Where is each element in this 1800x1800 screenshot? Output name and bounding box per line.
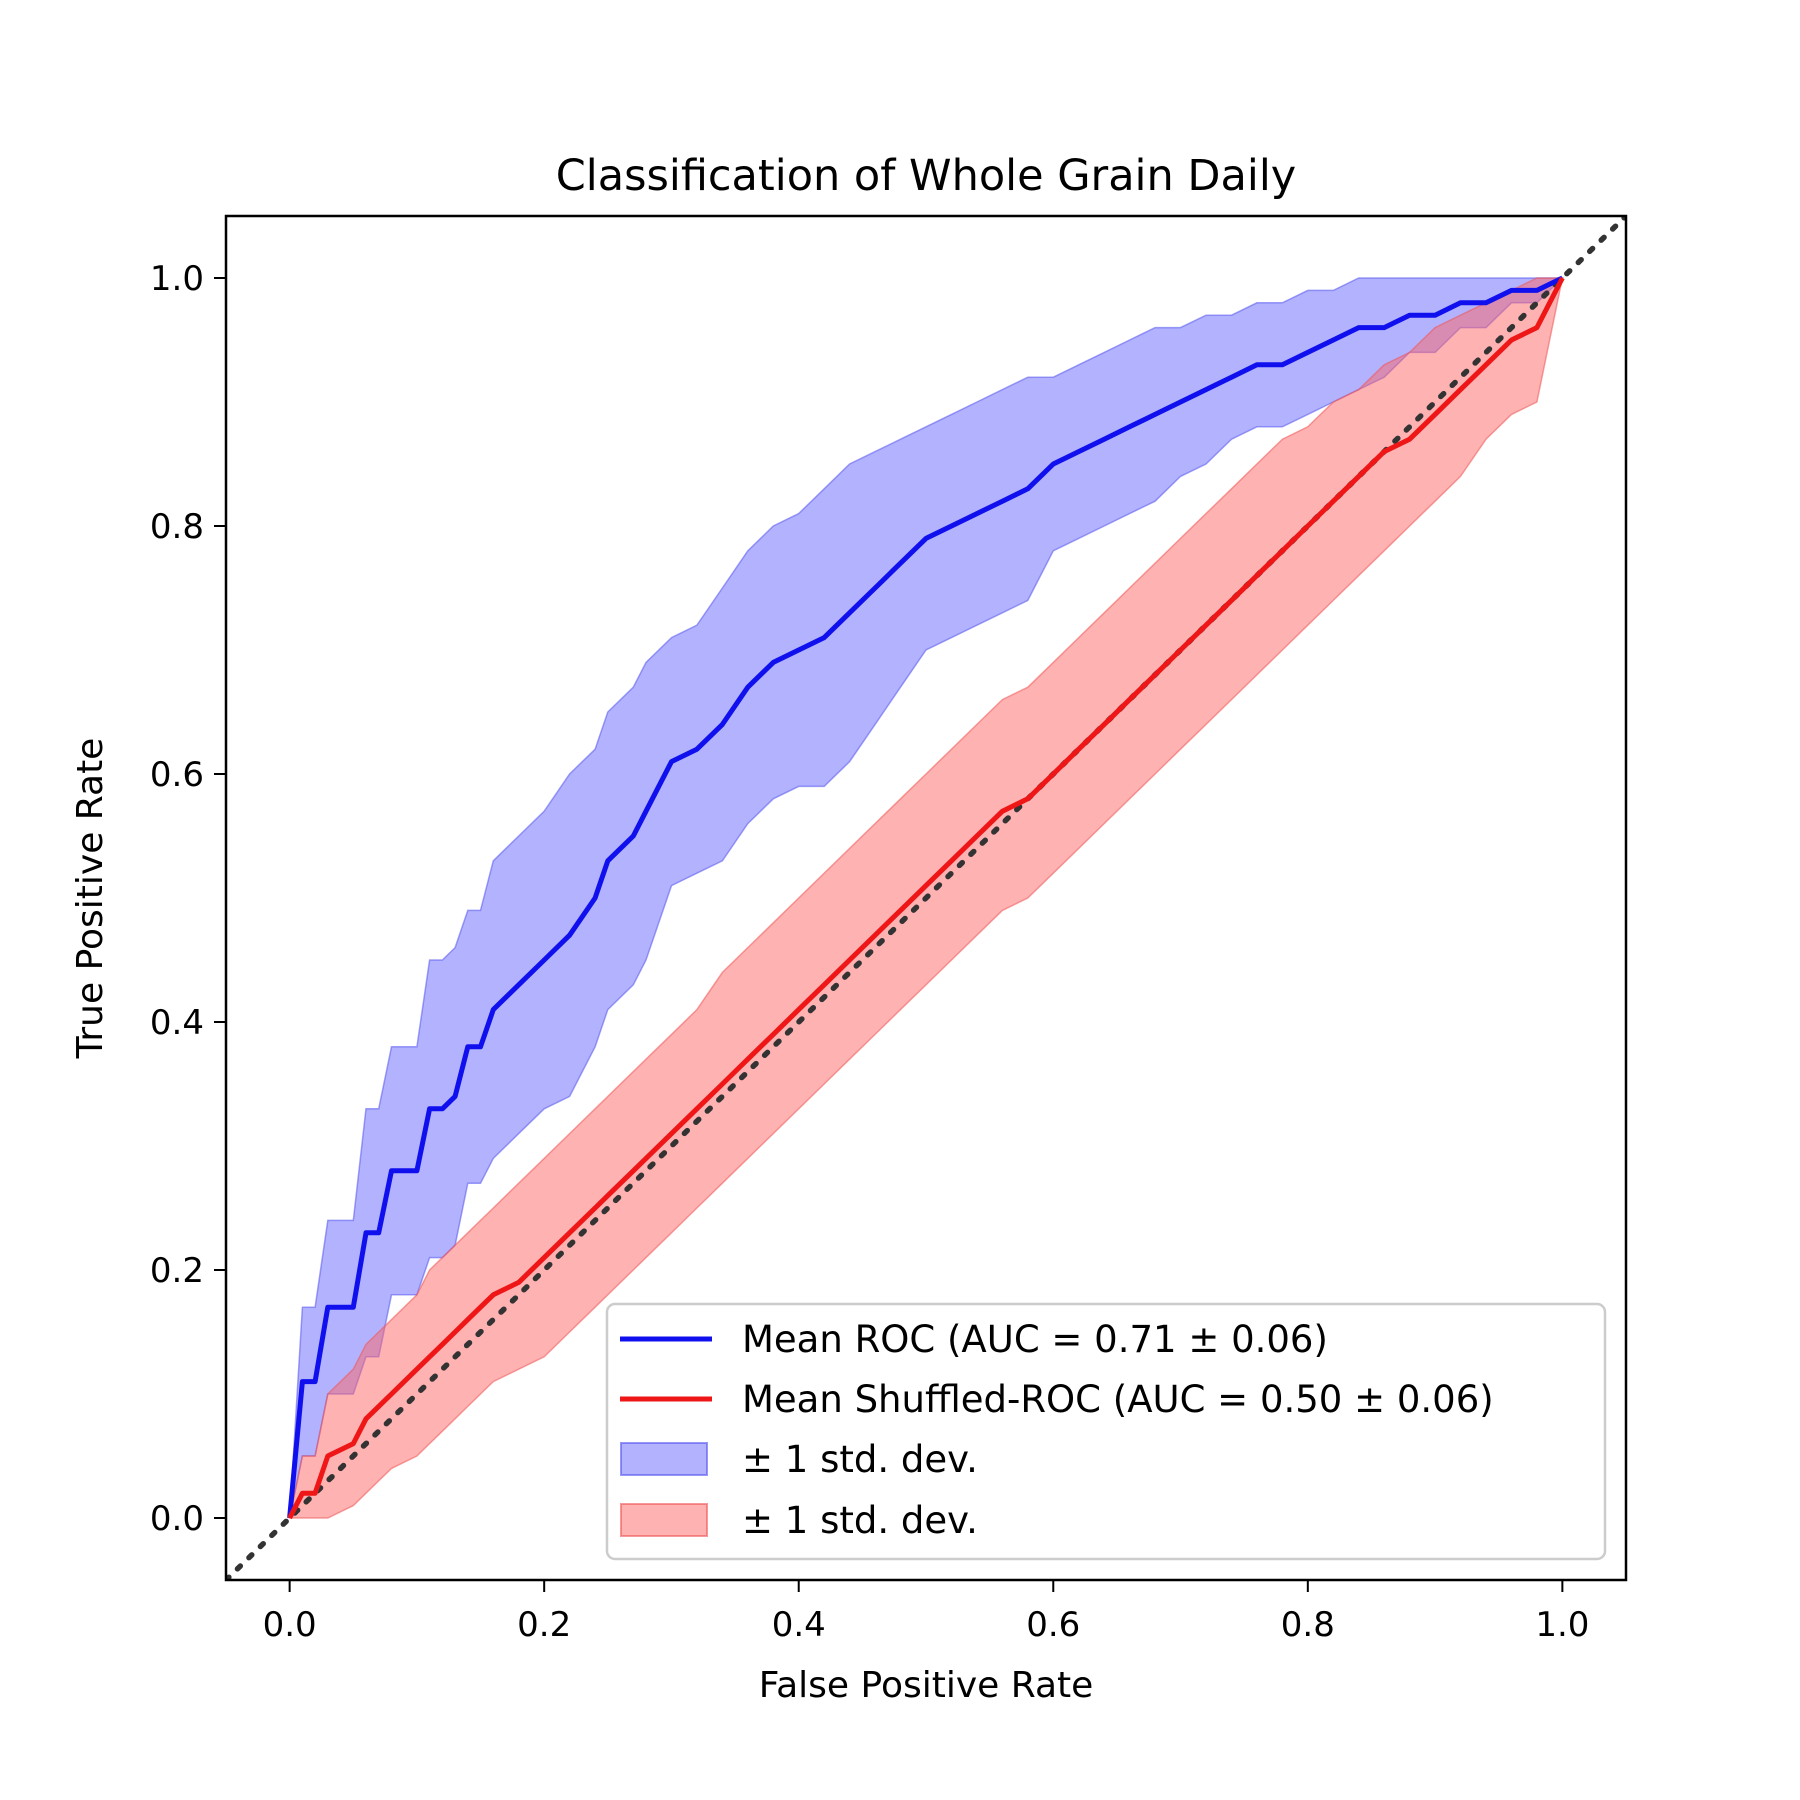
x-tick-label: 0.2 bbox=[517, 1605, 571, 1645]
y-tick-label: 0.8 bbox=[150, 507, 204, 547]
legend-label-blue-band: ± 1 std. dev. bbox=[742, 1438, 978, 1481]
chance-diagonal-line bbox=[226, 216, 1626, 1580]
legend: Mean ROC (AUC = 0.71 ± 0.06) Mean Shuffl… bbox=[605, 1302, 1607, 1561]
x-tick-label: 0.4 bbox=[772, 1605, 826, 1645]
legend-swatch-blue-band bbox=[620, 1442, 708, 1476]
y-tick-label: 0.4 bbox=[150, 1003, 204, 1043]
legend-label-shuffled-roc: Mean Shuffled-ROC (AUC = 0.50 ± 0.06) bbox=[742, 1378, 1494, 1421]
y-axis-label: True Positive Rate bbox=[70, 738, 111, 1060]
series-line-shuffled-roc bbox=[287, 276, 1565, 1520]
x-tick-label: 0.6 bbox=[1026, 1605, 1080, 1645]
y-tick-label: 0.6 bbox=[150, 755, 204, 795]
plot-frame bbox=[224, 214, 1628, 1582]
y-tick-label: 1.0 bbox=[150, 259, 204, 299]
legend-label-mean-roc: Mean ROC (AUC = 0.71 ± 0.06) bbox=[742, 1318, 1328, 1361]
x-tick-label: 1.0 bbox=[1535, 1605, 1589, 1645]
legend-box bbox=[605, 1302, 1607, 1561]
y-axis-ticks: 0.0 0.2 0.4 0.6 0.8 1.0 bbox=[150, 259, 226, 1539]
x-axis-ticks: 0.0 0.2 0.4 0.6 0.8 1.0 bbox=[263, 1580, 1589, 1645]
chance-line-group bbox=[226, 216, 1626, 1580]
legend-swatch-red-band bbox=[620, 1503, 708, 1537]
x-tick-label: 0.8 bbox=[1281, 1605, 1335, 1645]
y-tick-label: 0.2 bbox=[150, 1251, 204, 1291]
roc-lines bbox=[287, 275, 1565, 1520]
x-tick-label: 0.0 bbox=[263, 1605, 317, 1645]
chart-title: Classification of Whole Grain Daily bbox=[556, 151, 1296, 201]
series-line-mean-roc bbox=[287, 275, 1564, 1519]
legend-label-red-band: ± 1 std. dev. bbox=[742, 1499, 978, 1542]
y-tick-label: 0.0 bbox=[150, 1499, 204, 1539]
x-axis-label: False Positive Rate bbox=[759, 1665, 1094, 1706]
